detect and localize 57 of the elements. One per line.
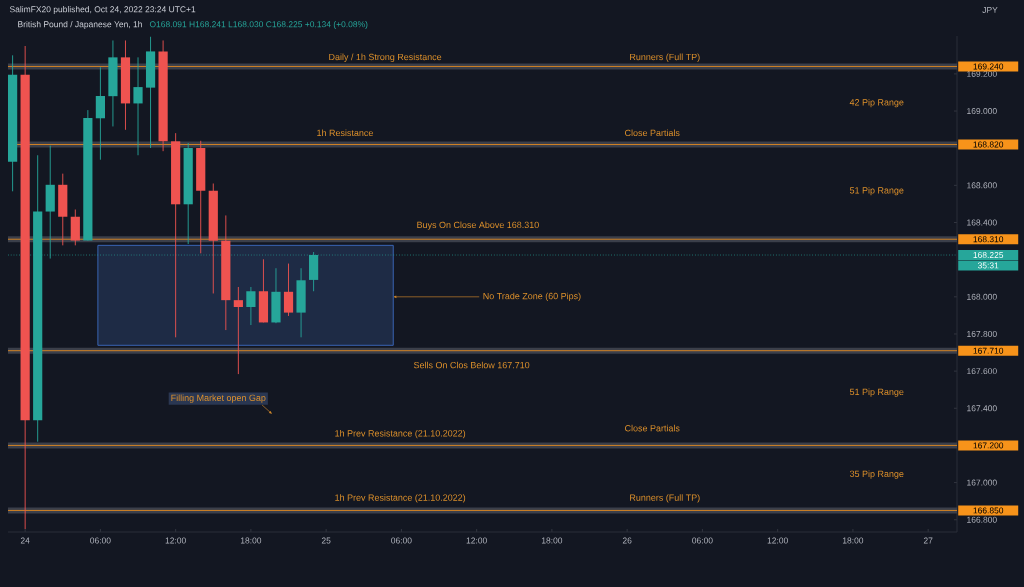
y-tick-label: 167.600 [967,368,997,375]
x-tick-label: 06:00 [692,537,713,544]
x-tick-label: 12:00 [767,537,788,544]
chart-title: British Pound / Japanese Yen, 1h [18,21,142,29]
ref-line-label: 167.200 [973,442,1004,449]
annotation: No Trade Zone (60 Pips) [483,292,581,301]
candlestick [233,286,243,375]
x-tick-label: 18:00 [541,537,563,544]
candlestick [283,263,294,317]
annotation: 35 Pip Range [849,470,904,479]
y-tick-label: 167.400 [967,405,997,412]
annotation: 1h Prev Resistance (21.10.2022) [335,429,466,439]
annotation: 51 Pip Range [849,186,904,196]
annotation: 51 Pip Range [849,388,904,397]
x-tick-label: 18:00 [240,537,262,544]
y-tick-label: 169.200 [967,70,997,77]
x-tick-label: 18:00 [842,537,864,544]
x-tick-label: 27 [923,537,933,544]
x-tick-label: 12:00 [165,537,186,544]
ref-line-label: 168.225 [973,252,1004,259]
annotation: Close Partials [625,424,680,432]
annotation: 1h Prev Resistance (21.10.2022) [335,494,466,503]
x-tick-label: 06:00 [90,537,111,544]
ref-line-label: 168.310 [973,236,1004,243]
annotation: Runners (Full TP) [630,53,700,62]
x-tick-label: 25 [321,537,331,544]
y-tick-label: 167.000 [967,479,997,486]
text: SalimFX20 published, Oct 24, 2022 23:24 UTC+1 [9,6,196,14]
ref-line-label: 168.820 [973,141,1004,148]
candlestick [246,286,256,326]
annotation: 1h Resistance [317,129,373,137]
chart-subtitle: O168.091 H168.241 L168.030 C168.225 +0.134 (+0.08%) [149,21,368,29]
y-tick-label: 168.000 [967,293,997,300]
candlestick [70,209,80,246]
annotation: Buys On Close Above 168.310 [417,221,539,230]
annotation: Runners (Full TP) [630,494,700,503]
annotation: Sells On Clos Below 167.710 [413,361,530,369]
candlestick [133,56,143,156]
ref-line-label: 166.850 [973,507,1004,514]
y-axis-title: JPY [982,7,998,13]
text: 35:31 [977,262,999,269]
y-tick-label: 168.600 [967,182,997,189]
y-tick-label: 168.400 [967,219,997,226]
ref-line-label: 169.240 [973,63,1004,70]
annotation: Filling Market open Gap [171,394,266,403]
ref-line-label: 167.710 [973,347,1004,354]
annotation: Close Partials [625,129,680,137]
x-tick-label: 06:00 [391,537,412,544]
x-tick-label: 26 [622,537,632,544]
annotation: 42 Pip Range [849,98,904,108]
y-tick-label: 167.800 [967,330,997,337]
candlestick [95,66,105,161]
y-tick-label: 166.800 [967,516,997,523]
annotation: Daily / 1h Strong Resistance [329,53,442,62]
x-tick-label: 24 [20,537,30,544]
y-tick-label: 169.000 [967,108,997,115]
x-tick-label: 12:00 [466,537,487,544]
